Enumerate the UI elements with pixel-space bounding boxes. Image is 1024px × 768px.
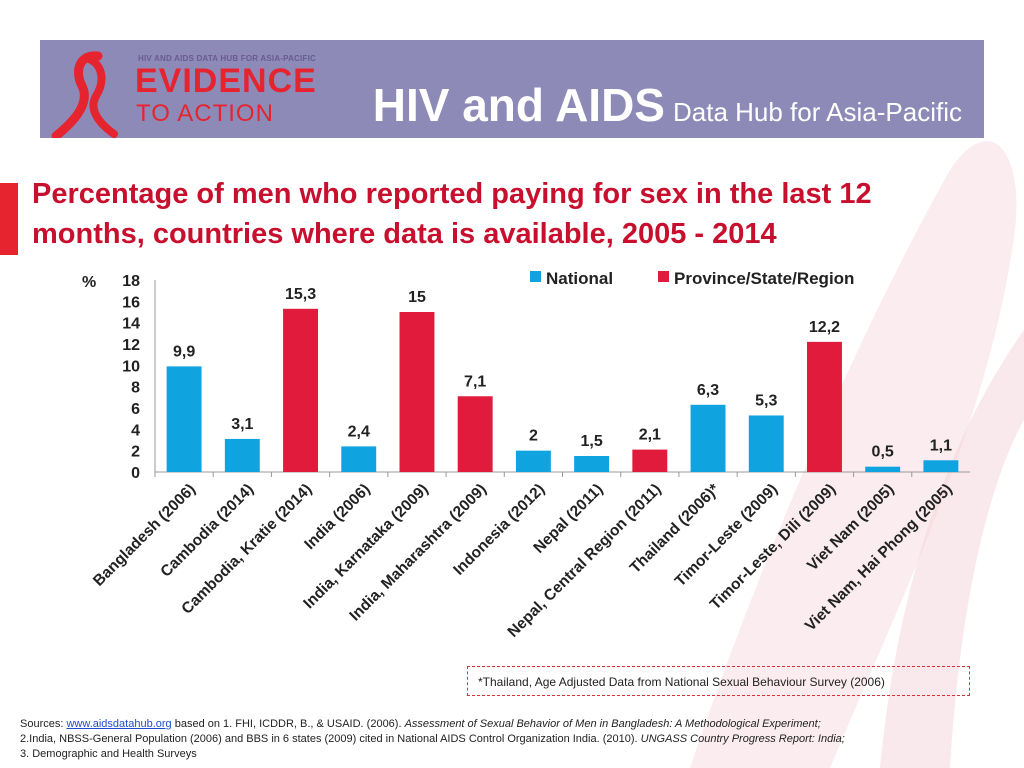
slide-title: Percentage of men who reported paying fo… <box>32 178 872 250</box>
sources-line1-italic: Assessment of Sexual Behavior of Men in … <box>404 718 821 730</box>
bar <box>923 460 959 472</box>
bar <box>166 366 202 472</box>
y-tick-label: 18 <box>122 273 140 290</box>
legend-swatch <box>658 271 669 282</box>
bar <box>748 415 784 472</box>
data-label: 2,1 <box>639 427 661 444</box>
y-axis-label: % <box>82 274 96 291</box>
sources-line2-text: 2.India, NBSS-General Population (2006) … <box>20 733 641 745</box>
data-label: 1,5 <box>580 433 602 450</box>
red-ribbon-logo-icon <box>51 51 118 138</box>
logo-to-action: TO ACTION <box>136 100 274 127</box>
data-label: 15,3 <box>285 286 316 303</box>
bar <box>865 466 901 472</box>
sources-line-1: Sources: www.aidsdatahub.org based on 1.… <box>20 717 1010 732</box>
bar <box>515 450 551 472</box>
y-tick-label: 2 <box>131 444 140 461</box>
bar <box>632 449 668 472</box>
logo-evidence: EVIDENCE <box>135 62 317 100</box>
legend-swatch <box>530 271 541 282</box>
y-tick-label: 14 <box>122 316 140 333</box>
hub-title: HIV and AIDS Data Hub for Asia-Pacific <box>373 78 962 132</box>
sources-prefix: Sources: <box>20 718 67 730</box>
bar <box>341 446 377 472</box>
x-category-label: Bangladesh (2006) <box>90 481 199 590</box>
bar <box>283 308 318 472</box>
bar <box>457 396 493 472</box>
y-tick-label: 8 <box>131 380 140 397</box>
data-label: 6,3 <box>697 382 719 399</box>
data-label: 12,2 <box>809 319 840 336</box>
bar <box>399 312 435 472</box>
y-tick-label: 4 <box>131 422 140 439</box>
bar <box>690 404 726 472</box>
bar <box>224 438 260 472</box>
hub-title-sub: Data Hub for Asia-Pacific <box>672 97 962 127</box>
data-label: 2 <box>529 428 538 445</box>
data-label: 1,1 <box>930 437 952 454</box>
thailand-note: *Thailand, Age Adjusted Data from Nation… <box>478 675 885 689</box>
sources: Sources: www.aidsdatahub.org based on 1.… <box>20 717 1010 762</box>
hub-title-main: HIV and AIDS <box>372 79 665 131</box>
data-label: 2,4 <box>348 423 370 440</box>
data-label: 3,1 <box>231 416 253 433</box>
logo-tagline: HIV AND AIDS DATA HUB FOR ASIA-PACIFIC <box>138 54 316 63</box>
sources-line-3: 3. Demographic and Health Surveys <box>20 748 197 760</box>
aidsdatahub-link[interactable]: www.aidsdatahub.org <box>66 718 172 730</box>
sources-line-2: 2.India, NBSS-General Population (2006) … <box>20 732 1010 747</box>
header-banner: HIV AND AIDS DATA HUB FOR ASIA-PACIFIC E… <box>40 40 984 138</box>
y-tick-label: 6 <box>131 401 140 418</box>
y-tick-label: 16 <box>122 294 140 311</box>
sources-line1-rest: based on 1. FHI, ICDDR, B., & USAID. (20… <box>171 718 405 730</box>
legend-label: Province/State/Region <box>674 269 854 288</box>
bar <box>807 341 842 472</box>
data-label: 7,1 <box>464 373 486 390</box>
data-label: 5,3 <box>755 392 777 409</box>
bar <box>574 456 610 472</box>
legend-label: National <box>546 269 613 288</box>
title-accent-bar <box>0 183 18 255</box>
data-label: 0,5 <box>872 444 894 461</box>
x-category-label: Timor-Leste (2009) <box>672 481 781 590</box>
note-box <box>467 666 970 696</box>
data-label: 15 <box>408 289 426 306</box>
sources-line2-italic: UNGASS Country Progress Report: India; <box>640 733 845 745</box>
y-tick-label: 10 <box>122 358 140 375</box>
y-tick-label: 0 <box>131 465 140 482</box>
data-label: 9,9 <box>173 343 195 360</box>
y-tick-label: 12 <box>122 337 140 354</box>
